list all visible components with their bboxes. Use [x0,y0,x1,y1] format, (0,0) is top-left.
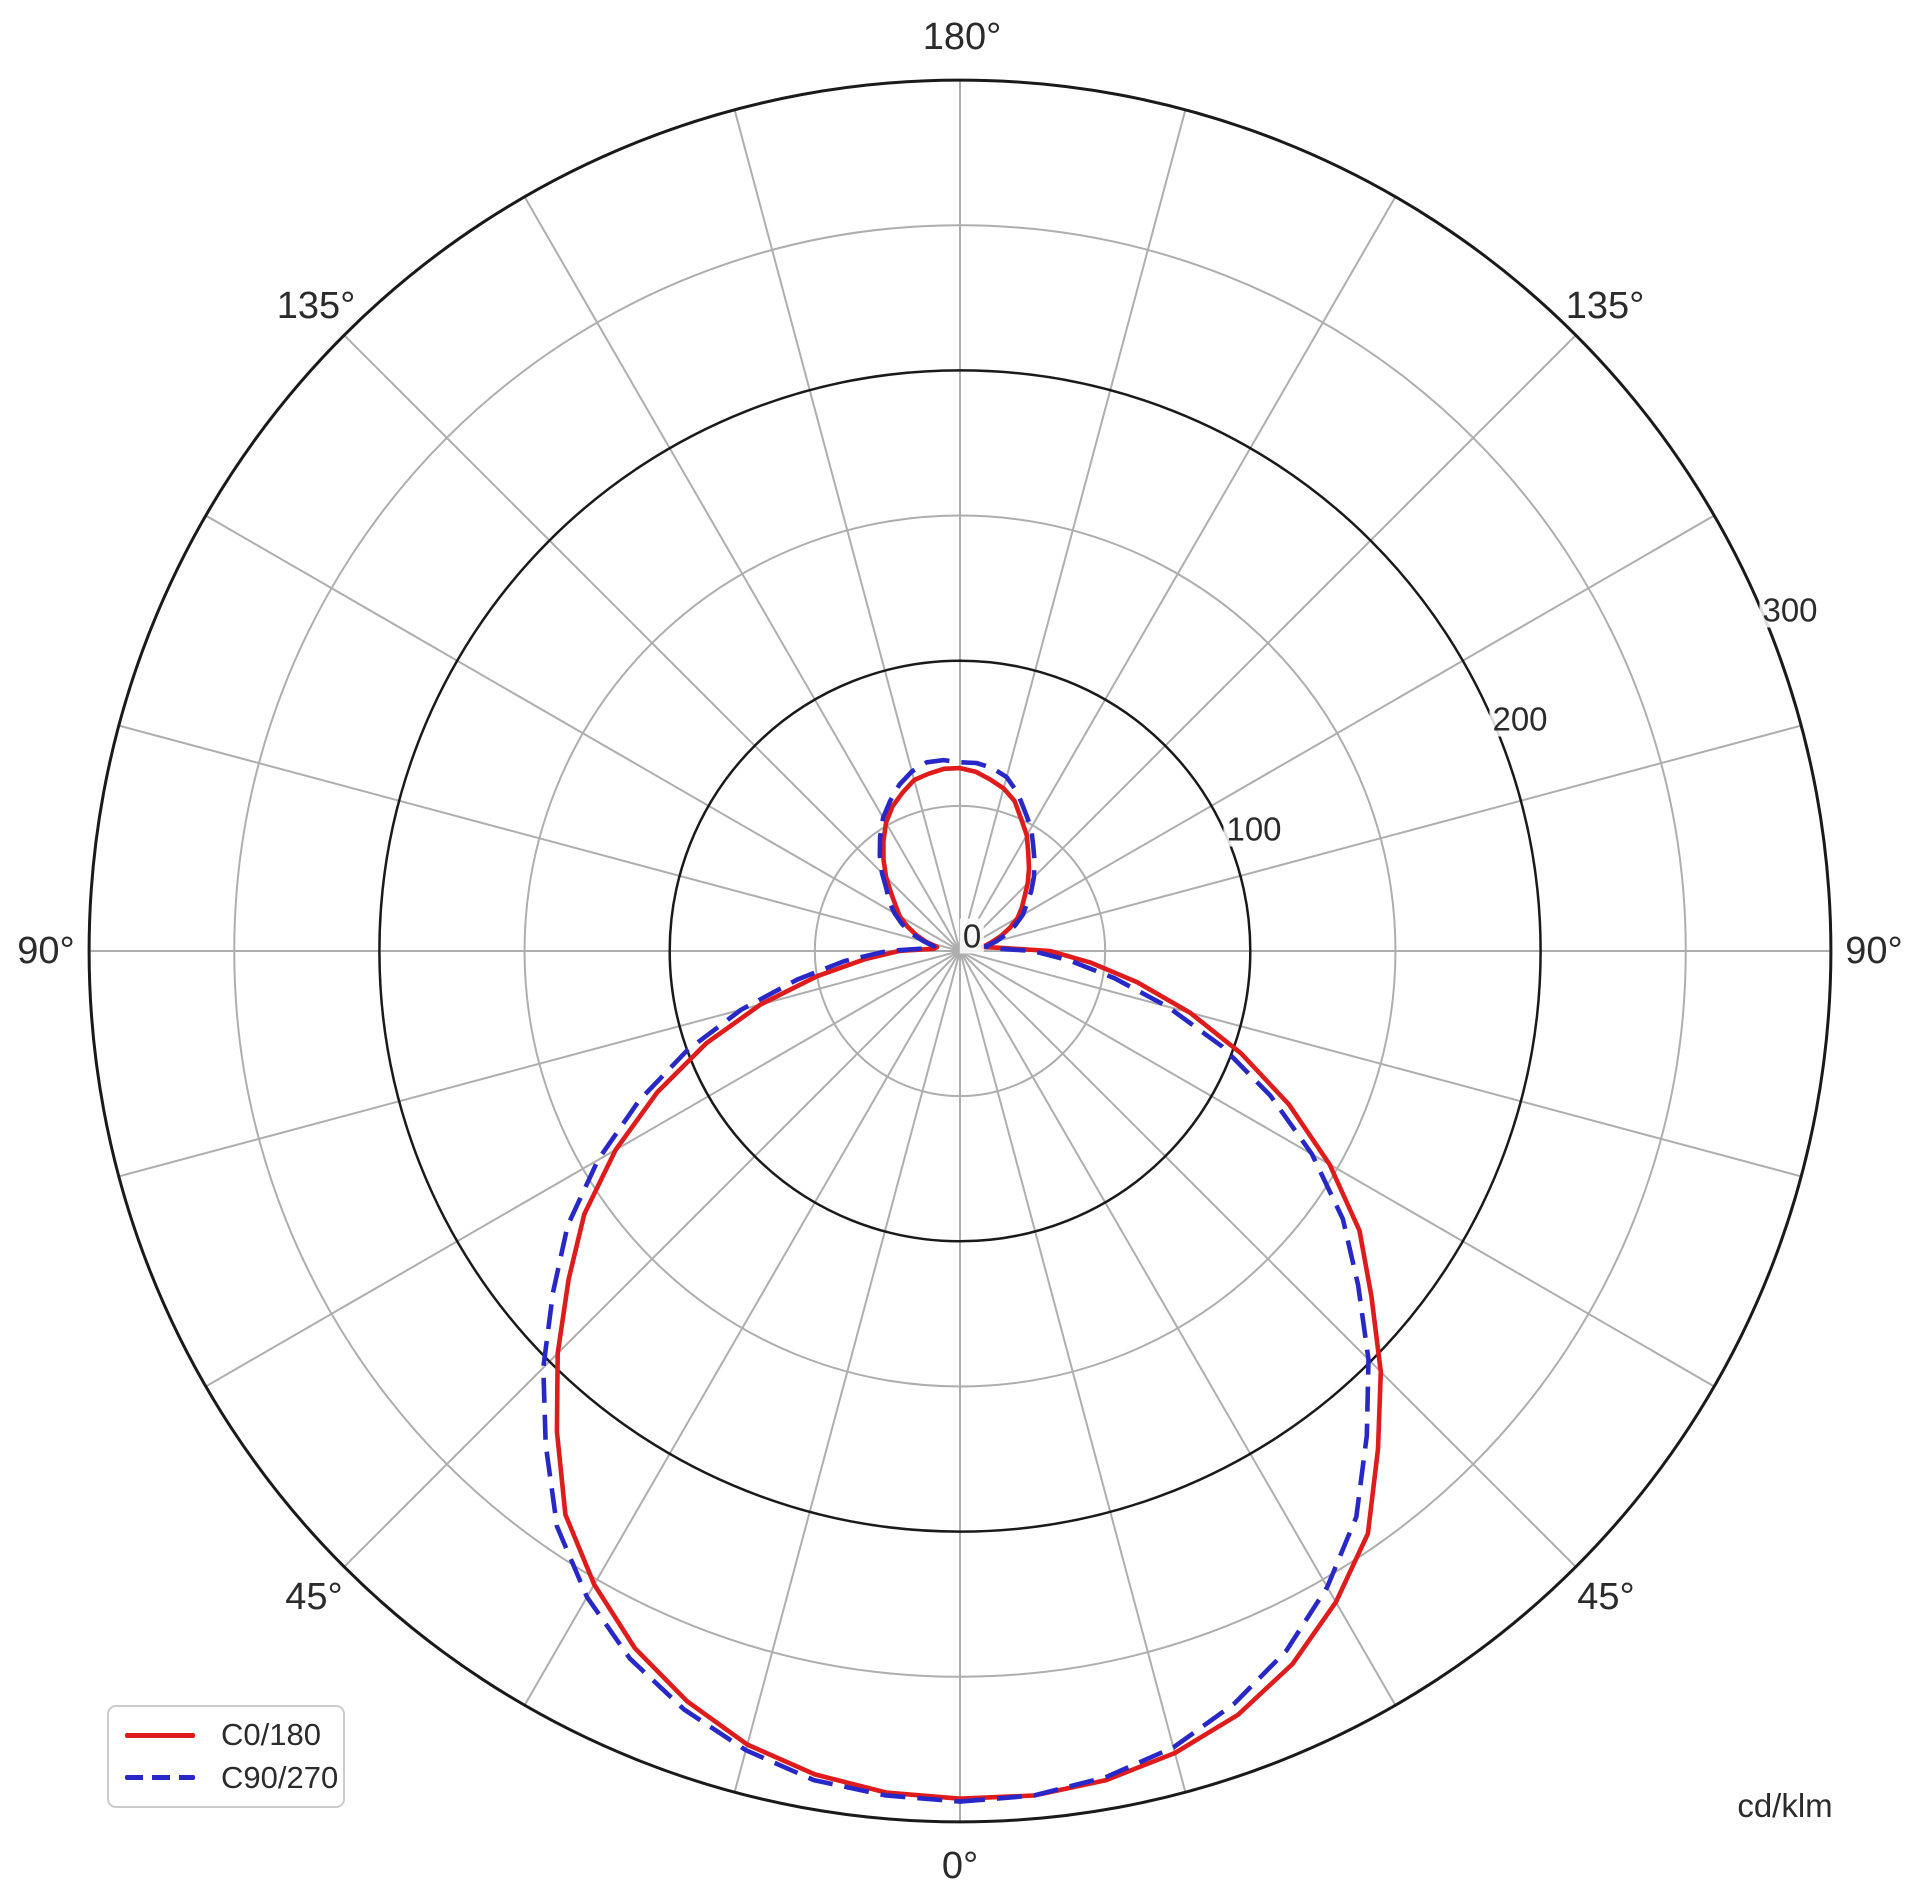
legend-item-c0-180: C0/180 [125,1717,327,1753]
legend-swatch-dashed-blue [125,1775,195,1781]
units-label: cd/klm [1737,1787,1833,1824]
curve-c0-180 [554,765,1384,1801]
curve-c90-270 [541,757,1371,1804]
angle-label-5-135: 135° [276,285,356,327]
r-tick-label-100: 100 [1223,811,1285,847]
grid-circle-gray-250 [233,224,1687,1678]
angle-label-2-90: 90° [1845,930,1903,972]
outer-circle [87,78,1833,1824]
angle-label-6-90: 90° [17,930,75,972]
r-tick-label-0: 0 [959,918,985,954]
grid-circle-gray-150 [523,514,1397,1388]
angle-label-0-0: 0° [941,1845,979,1887]
r-tick-label-200: 200 [1489,701,1551,737]
legend-item-c90-270: C90/270 [125,1760,338,1796]
legend: C0/180 C90/270 [107,1705,345,1808]
grid-circle-gray-50 [813,804,1107,1098]
angle-label-3-135: 135° [1565,285,1645,327]
r-tick-label-300: 300 [1759,592,1821,628]
grid-circle-black-100 [668,659,1252,1243]
legend-swatch-solid-red [125,1732,195,1738]
angle-label-4-180: 180° [922,16,1002,58]
legend-label-c0-180: C0/180 [221,1717,321,1753]
angle-label-7-45: 45° [285,1576,343,1618]
angle-label-1-45: 45° [1577,1576,1635,1618]
grid-circle-black-200 [378,369,1542,1533]
legend-label-c90-270: C90/270 [221,1759,339,1795]
